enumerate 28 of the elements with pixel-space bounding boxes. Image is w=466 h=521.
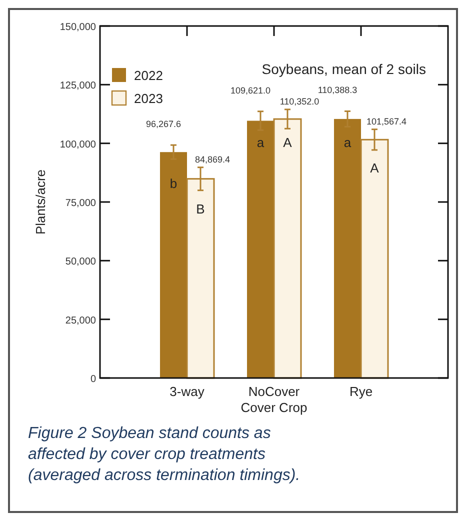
x-tick-label: Rye	[349, 384, 373, 399]
x-tick-label: NoCover	[248, 384, 300, 399]
y-tick-label: 25,000	[65, 315, 96, 326]
x-tick-label: 3-way	[170, 384, 205, 399]
annotation: b	[170, 176, 178, 191]
data-label: 96,267.6	[146, 119, 182, 130]
y-tick-label: 100,000	[60, 139, 96, 150]
y-tick-label: 75,000	[65, 198, 96, 209]
data-label: 110,352.0	[280, 96, 320, 106]
y-tick-label: 50,000	[65, 256, 96, 268]
text: Soybeans, mean of 2 soils	[262, 61, 426, 77]
caption: Figure 2 Soybean stand counts as affected by cover crop treatments (averaged across termination timings).	[28, 425, 300, 484]
x-axis-title: Cover Crop	[240, 400, 308, 415]
annotation: A	[370, 160, 380, 176]
legend-label: 2023	[134, 91, 163, 106]
y-tick-label: 125,000	[60, 80, 96, 92]
data-label: 84,869.4	[194, 154, 230, 164]
data-label: 109,621.0	[230, 85, 271, 96]
annotation: a	[344, 134, 352, 150]
annotation: a	[256, 134, 265, 150]
annotation: B	[196, 202, 205, 217]
data-label: 101,567.4	[366, 116, 407, 126]
annotation: A	[283, 134, 292, 150]
legend-label: 2022	[134, 68, 163, 83]
y-axis-title: Plants/acre	[33, 169, 48, 235]
y-tick-label: 0	[90, 374, 96, 385]
y-tick-label: 150,000	[60, 22, 96, 33]
data-label: 110,388.3	[318, 85, 358, 96]
